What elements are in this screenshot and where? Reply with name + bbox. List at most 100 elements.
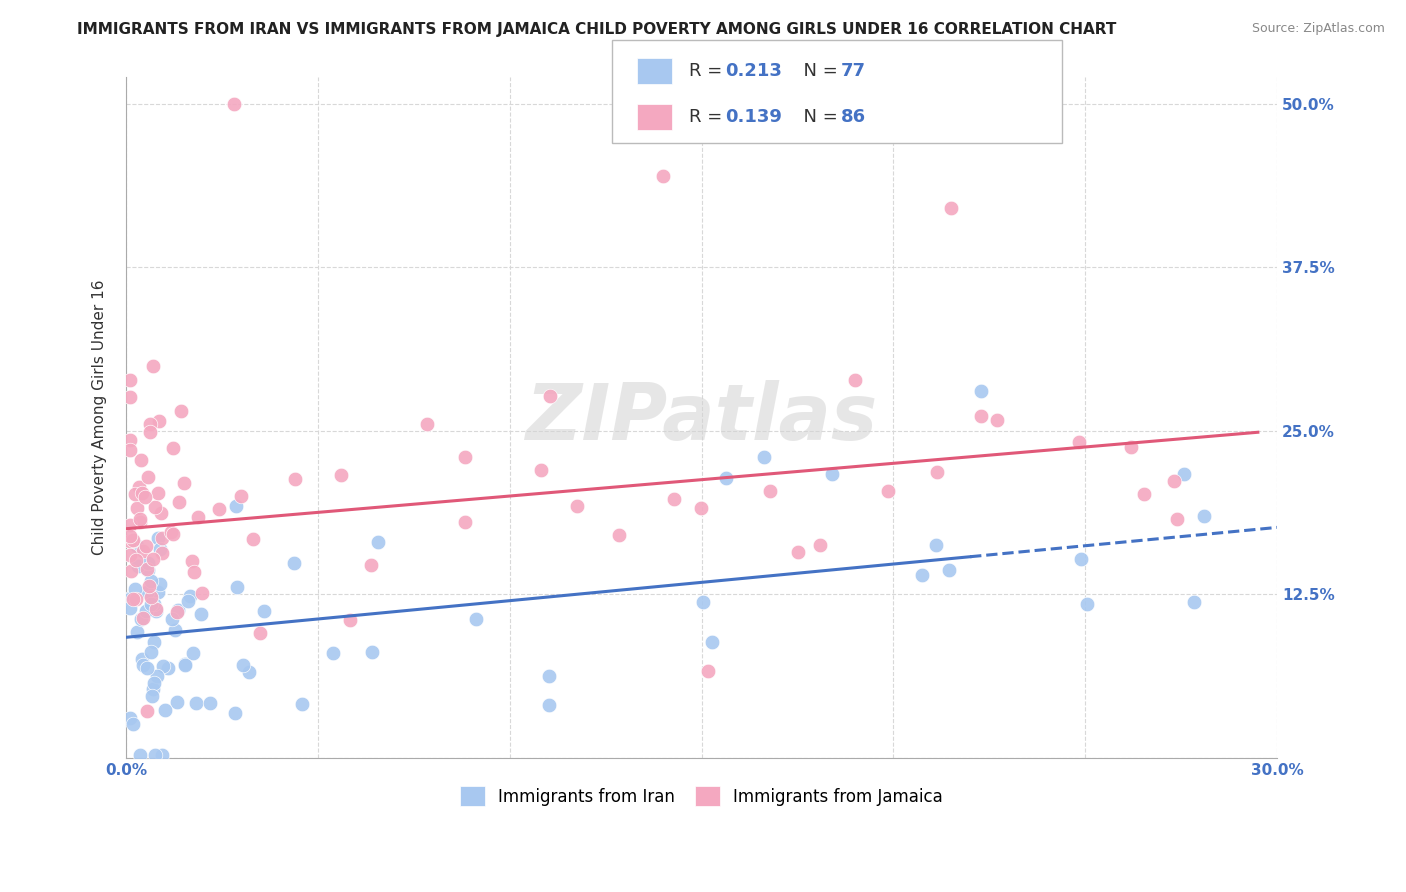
Point	[291, 697, 314, 711]
Point	[284, 472, 307, 486]
Point	[232, 657, 254, 672]
Point	[167, 495, 190, 509]
Point	[339, 613, 361, 627]
Point	[361, 645, 384, 659]
Point	[173, 658, 195, 673]
Point	[118, 433, 141, 447]
Point	[692, 595, 714, 609]
Point	[127, 539, 149, 553]
Point	[139, 644, 162, 658]
Point	[173, 475, 195, 490]
Point	[131, 486, 153, 500]
Text: 0.139: 0.139	[725, 108, 782, 126]
Point	[222, 96, 245, 111]
Point	[142, 635, 165, 649]
Text: R =: R =	[689, 108, 728, 126]
Point	[165, 624, 187, 638]
Text: 86: 86	[841, 108, 866, 126]
Point	[136, 661, 159, 675]
Point	[142, 681, 165, 696]
Point	[142, 359, 165, 373]
Text: IMMIGRANTS FROM IRAN VS IMMIGRANTS FROM JAMAICA CHILD POVERTY AMONG GIRLS UNDER : IMMIGRANTS FROM IRAN VS IMMIGRANTS FROM …	[77, 22, 1116, 37]
Point	[125, 501, 148, 516]
Point	[702, 634, 724, 648]
Point	[142, 598, 165, 612]
Text: 0.213: 0.213	[725, 62, 782, 80]
Point	[938, 563, 960, 577]
Point	[139, 425, 162, 439]
Point	[162, 526, 184, 541]
Point	[118, 711, 141, 725]
Point	[118, 529, 141, 543]
Point	[242, 533, 264, 547]
Point	[416, 417, 439, 431]
Point	[157, 661, 180, 675]
Point	[970, 384, 993, 399]
Point	[453, 515, 475, 529]
Point	[1070, 551, 1092, 566]
Point	[1133, 487, 1156, 501]
Point	[148, 414, 170, 428]
Point	[124, 582, 146, 596]
Point	[464, 611, 486, 625]
Point	[127, 559, 149, 574]
Point	[538, 389, 561, 403]
Point	[565, 499, 588, 513]
Point	[191, 586, 214, 600]
Point	[150, 747, 173, 762]
Point	[786, 545, 808, 559]
Point	[132, 657, 155, 672]
Point	[136, 562, 159, 576]
Point	[1182, 595, 1205, 609]
Point	[134, 490, 156, 504]
Point	[145, 604, 167, 618]
Point	[150, 546, 173, 560]
Point	[139, 417, 162, 431]
Point	[160, 525, 183, 540]
Point	[166, 605, 188, 619]
Point	[530, 463, 553, 477]
Point	[911, 567, 934, 582]
Point	[1076, 597, 1098, 611]
Point	[145, 601, 167, 615]
Text: N =: N =	[792, 62, 844, 80]
Point	[225, 500, 247, 514]
Point	[129, 453, 152, 467]
Point	[538, 698, 561, 713]
Point	[118, 601, 141, 615]
Point	[249, 625, 271, 640]
Point	[329, 468, 352, 483]
Point	[118, 390, 141, 404]
Point	[129, 611, 152, 625]
Point	[689, 501, 711, 516]
Point	[986, 412, 1008, 426]
Point	[697, 664, 720, 678]
Point	[141, 690, 163, 704]
Text: N =: N =	[792, 108, 844, 126]
Point	[1121, 440, 1143, 454]
Point	[1067, 435, 1090, 450]
Point	[135, 539, 157, 553]
Point	[844, 373, 866, 387]
Point	[142, 551, 165, 566]
Point	[149, 577, 172, 591]
Point	[118, 442, 141, 457]
Point	[187, 509, 209, 524]
Point	[360, 558, 382, 573]
Point	[141, 597, 163, 611]
Point	[174, 657, 197, 671]
Point	[136, 470, 159, 484]
Point	[927, 465, 949, 479]
Point	[177, 594, 200, 608]
Point	[225, 580, 247, 594]
Point	[179, 589, 201, 603]
Point	[970, 409, 993, 424]
Point	[125, 592, 148, 607]
Point	[146, 669, 169, 683]
Point	[184, 696, 207, 710]
Point	[238, 665, 260, 679]
Point	[1173, 467, 1195, 481]
Text: 77: 77	[841, 62, 866, 80]
Point	[538, 668, 561, 682]
Point	[149, 541, 172, 556]
